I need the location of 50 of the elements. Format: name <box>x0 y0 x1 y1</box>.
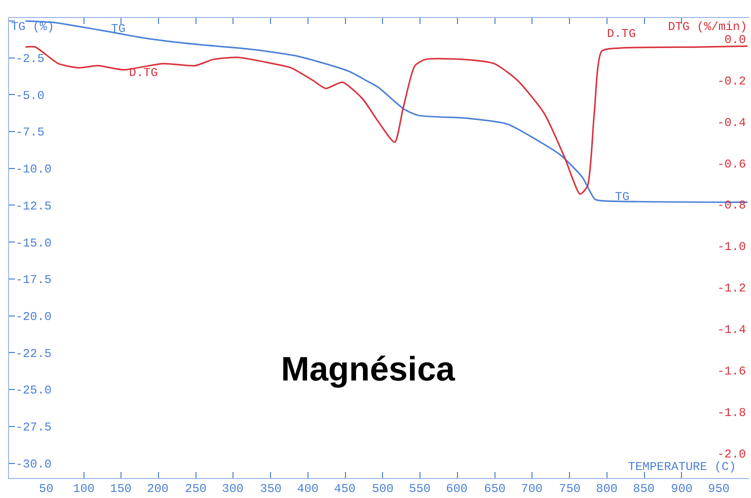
y-tick-label: -10.0 <box>16 162 52 177</box>
x-tick-label: 600 <box>446 482 468 496</box>
y2-axis-title: DTG (%/min) <box>668 20 748 34</box>
y2-tick-label: -0.4 <box>717 116 746 130</box>
y2-tick-label: -1.6 <box>717 364 746 378</box>
y-tick-label: -27.5 <box>16 420 52 435</box>
y2-tick-label: -1.2 <box>717 282 746 296</box>
x-tick-label: 100 <box>73 482 95 496</box>
y2-tick-label: -1.8 <box>717 406 746 420</box>
x-tick-label: 650 <box>484 482 506 496</box>
annotation: TG <box>615 190 630 204</box>
y-tick-label: -17.5 <box>16 273 52 288</box>
annotation: D.TG <box>129 66 158 80</box>
x-tick-label: 200 <box>147 482 169 496</box>
x-tick-label: 850 <box>633 482 655 496</box>
x-axis-title: TEMPERATURE (C) <box>628 460 736 474</box>
y-tick-label: -7.5 <box>16 126 44 140</box>
y2-tick-label: -0.6 <box>717 157 746 172</box>
y-tick-label: -22.5 <box>16 346 52 361</box>
x-tick-label: 500 <box>372 482 394 496</box>
y2-tick-label: -1.4 <box>717 323 746 338</box>
x-tick-label: 950 <box>708 482 730 496</box>
y-tick-label: -2.5 <box>16 52 44 66</box>
annotation: D.TG <box>607 27 636 41</box>
x-tick-label: 450 <box>334 482 356 496</box>
x-tick-label: 800 <box>596 482 618 496</box>
y2-tick-label: -2.0 <box>717 447 746 462</box>
annotation: TG <box>111 22 126 36</box>
y-tick-label: -15.0 <box>16 236 52 250</box>
y2-tick-label: 0.0 <box>724 32 746 47</box>
y-axis-title: TG (%) <box>11 20 54 34</box>
x-tick-label: 300 <box>222 482 244 496</box>
y-tick-label: -20.0 <box>16 310 52 324</box>
y2-tick-label: -0.2 <box>717 74 746 88</box>
x-tick-label: 400 <box>297 482 319 496</box>
x-tick-label: 250 <box>185 482 207 496</box>
text: Magnésica <box>281 350 456 388</box>
y2-tick-label: -0.8 <box>717 198 746 213</box>
x-tick-label: 550 <box>409 482 431 496</box>
x-tick-label: 700 <box>521 482 543 496</box>
x-tick-label: 900 <box>671 482 693 496</box>
x-tick-label: 750 <box>559 482 581 496</box>
x-tick-label: 350 <box>260 482 282 496</box>
y2-tick-label: -1.0 <box>717 240 746 254</box>
x-tick-label: 150 <box>110 482 132 496</box>
y-tick-label: -5.0 <box>16 88 44 103</box>
y-tick-label: -25.0 <box>16 384 52 398</box>
x-tick-label: 50 <box>39 482 54 496</box>
y-tick-label: -30.0 <box>16 457 52 472</box>
y-tick-label: -12.5 <box>16 199 52 214</box>
